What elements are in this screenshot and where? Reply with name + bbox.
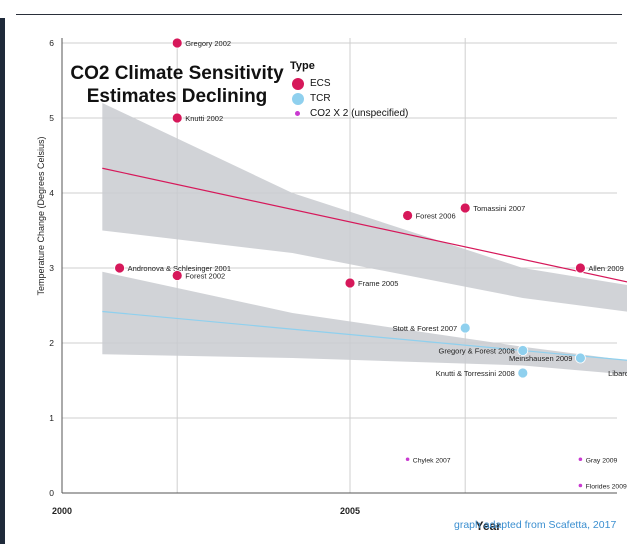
chart-title-line-1: CO2 Climate Sensitivity — [70, 63, 284, 84]
point-label: Tomassini 2007 — [473, 204, 525, 213]
y-tick-label: 3 — [49, 263, 54, 273]
point-label: Knutti & Torressini 2008 — [436, 369, 515, 378]
point-label: Forest 2006 — [416, 212, 456, 221]
point-label: Gregory & Forest 2008 — [439, 347, 515, 356]
legend-item-ecs: ECS — [292, 76, 408, 91]
ecs-point — [171, 37, 183, 49]
ecs-point — [114, 262, 125, 274]
x-tick-label: 2000 — [52, 506, 72, 516]
point-label: Stott & Forest 2007 — [393, 324, 458, 333]
co2x2-point — [404, 456, 411, 462]
point-label: Gregory 2002 — [185, 39, 231, 48]
point-label: Allen 2009 — [588, 264, 623, 273]
legend-title: Type — [290, 60, 315, 72]
y-axis-label: Temperature Change (Degrees Celsius) — [36, 136, 46, 295]
tcr-point — [459, 322, 471, 334]
ecs-point — [171, 112, 183, 124]
tcr-point — [575, 352, 586, 364]
credit-text: graph adapted from Scafetta, 2017 — [454, 519, 617, 531]
y-tick-label: 6 — [49, 38, 54, 48]
point-label: Meinshausen 2009 — [509, 354, 572, 363]
tcr-marker-icon — [292, 92, 304, 105]
tcr-point — [517, 345, 529, 356]
chart-title: CO2 Climate Sensitivity Estimates Declin… — [62, 62, 292, 108]
ecs-point — [459, 202, 471, 214]
ecs-point — [171, 270, 183, 281]
tcr-confidence-band — [102, 271, 627, 375]
legend-label: CO2 X 2 (unspecified) — [310, 108, 409, 119]
point-label: Chylek 2007 — [413, 457, 451, 464]
legend-item-co2x2: CO2 X 2 (unspecified) — [292, 106, 408, 121]
legend-label: TCR — [310, 93, 331, 104]
top-rule — [16, 14, 622, 15]
y-tick-label: 0 — [49, 488, 54, 498]
ecs-trend-line — [102, 167, 627, 283]
point-label: Forest 2002 — [185, 272, 225, 281]
chart-title-line-2: Estimates Declining — [86, 86, 268, 107]
x-axis-label: Year — [476, 519, 502, 533]
y-tick-label: 2 — [49, 338, 54, 348]
ecs-confidence-band — [102, 103, 627, 312]
legend: Type ECS TCR CO2 X 2 (unspecified) — [290, 60, 408, 121]
y-tick-label: 5 — [49, 113, 54, 123]
point-label: Andronova & Schlesinger 2001 — [128, 264, 231, 273]
ecs-point — [344, 277, 356, 289]
ecs-marker-icon — [292, 77, 304, 90]
legend-label: ECS — [310, 78, 331, 89]
legend-item-tcr: TCR — [292, 91, 408, 106]
y-tick-label: 1 — [49, 413, 54, 423]
left-edge-bar — [0, 18, 5, 544]
tcr-trend-line — [102, 310, 627, 361]
ecs-point — [575, 262, 586, 274]
y-tick-label: 4 — [49, 188, 54, 198]
tcr-point — [517, 367, 529, 379]
plot-area — [62, 38, 617, 493]
co2x2-marker-icon — [295, 111, 300, 116]
point-label: Libardoni & Forest 2011 — [608, 369, 627, 378]
x-tick-label: 2005 — [340, 506, 360, 516]
point-label: Knutti 2002 — [185, 114, 223, 123]
point-label: Frame 2005 — [358, 279, 398, 288]
co2x2-point — [577, 482, 584, 489]
point-label: Gray 2009 — [586, 457, 618, 464]
co2x2-point — [577, 456, 584, 462]
ecs-point — [402, 210, 414, 221]
point-label: Florides 2009 — [586, 484, 627, 491]
